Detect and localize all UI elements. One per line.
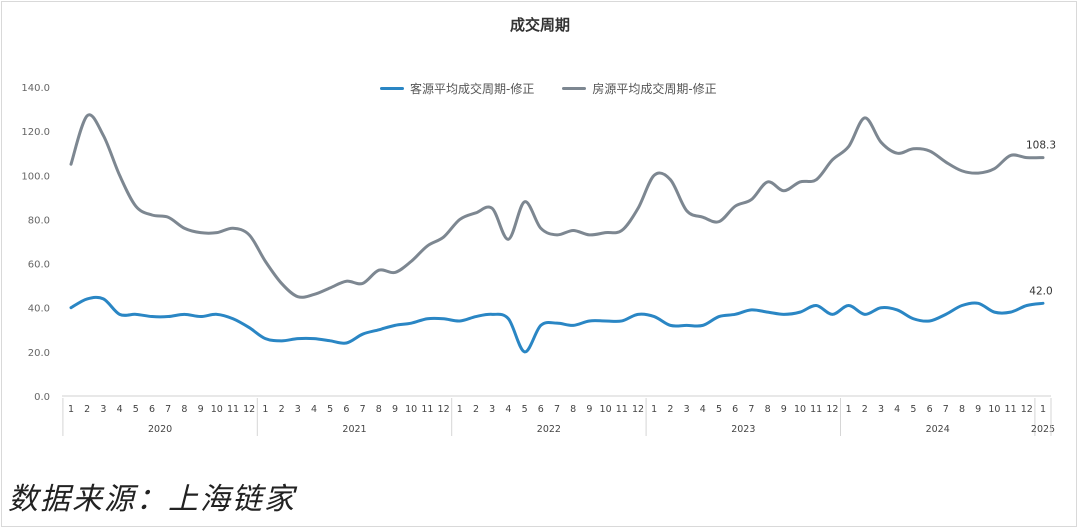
x-tick-label-month: 1 <box>651 404 657 415</box>
y-tick-label: 60.0 <box>28 260 50 271</box>
x-tick-label-month: 5 <box>133 404 139 415</box>
x-tick-label-month: 4 <box>894 404 900 415</box>
x-tick-label-month: 7 <box>748 404 754 415</box>
y-tick-label: 40.0 <box>28 304 50 315</box>
x-tick-label-month: 9 <box>781 404 787 415</box>
x-tick-label-month: 5 <box>522 404 528 415</box>
x-tick-label-month: 1 <box>68 404 74 415</box>
x-tick-label-year: 2021 <box>342 424 366 435</box>
x-tick-label-month: 10 <box>600 404 612 415</box>
legend-label-listing: 房源平均成交周期-修正 <box>592 82 717 96</box>
x-tick-label-month: 2 <box>84 404 90 415</box>
end-value-label: 42.0 <box>1029 285 1052 297</box>
x-tick-label-month: 10 <box>211 404 223 415</box>
end-value-label: 108.3 <box>1026 140 1056 152</box>
x-tick-label-month: 3 <box>295 404 301 415</box>
x-tick-label-month: 9 <box>586 404 592 415</box>
x-tick-label-month: 7 <box>360 404 366 415</box>
series-line-buyer <box>69 295 1045 354</box>
x-tick-label-month: 8 <box>181 404 187 415</box>
x-tick-label-year: 2023 <box>731 424 755 435</box>
x-tick-label-month: 4 <box>700 404 706 415</box>
x-tick-label-month: 10 <box>405 404 417 415</box>
x-tick-label-month: 9 <box>975 404 981 415</box>
x-tick-label-month: 2 <box>473 404 479 415</box>
x-tick-label-month: 3 <box>684 404 690 415</box>
y-tick-label: 140.0 <box>21 83 50 94</box>
x-tick-label-year: 2024 <box>926 424 950 435</box>
y-tick-label: 20.0 <box>28 348 50 359</box>
x-tick-label-month: 3 <box>489 404 495 415</box>
x-tick-label-month: 11 <box>810 404 822 415</box>
x-tick-label-month: 7 <box>554 404 560 415</box>
x-tick-label-month: 6 <box>538 404 544 415</box>
x-tick-label-month: 11 <box>1005 404 1017 415</box>
x-tick-label-month: 12 <box>243 404 255 415</box>
x-tick-label-month: 6 <box>927 404 933 415</box>
x-tick-label-month: 12 <box>438 404 450 415</box>
x-tick-label-year: 2025 <box>1031 424 1055 435</box>
x-tick-label-month: 1 <box>457 404 463 415</box>
x-tick-label-month: 7 <box>165 404 171 415</box>
x-tick-label-month: 2 <box>667 404 673 415</box>
legend-swatch-listing <box>562 87 587 90</box>
x-tick-label-month: 7 <box>943 404 949 415</box>
x-tick-label-month: 5 <box>327 404 333 415</box>
x-tick-label-month: 8 <box>376 404 382 415</box>
chart-legend: 客源平均成交周期-修正 房源平均成交周期-修正 <box>380 80 717 97</box>
legend-item-listing: 房源平均成交周期-修正 <box>562 80 717 97</box>
data-source: 数据来源：上海链家 <box>8 482 296 517</box>
x-tick-label-month: 9 <box>198 404 204 415</box>
x-tick-label-year: 2022 <box>537 424 561 435</box>
x-tick-label-month: 2 <box>862 404 868 415</box>
x-tick-label-month: 10 <box>988 404 1000 415</box>
x-tick-label-month: 1 <box>846 404 852 415</box>
x-tick-label-month: 11 <box>616 404 628 415</box>
x-tick-label-month: 12 <box>826 404 838 415</box>
x-tick-label-month: 11 <box>421 404 433 415</box>
legend-item-buyer: 客源平均成交周期-修正 <box>380 80 534 97</box>
legend-swatch-buyer <box>380 87 404 90</box>
x-tick-label-month: 5 <box>910 404 916 415</box>
x-tick-label-month: 12 <box>1021 404 1033 415</box>
x-tick-label-month: 6 <box>343 404 349 415</box>
x-tick-label-month: 11 <box>227 404 239 415</box>
x-tick-label-month: 8 <box>570 404 576 415</box>
x-tick-label-month: 4 <box>311 404 317 415</box>
chart-title: 成交周期 <box>509 16 570 34</box>
x-tick-label-month: 4 <box>505 404 511 415</box>
x-tick-label-month: 1 <box>1040 404 1046 415</box>
x-tick-label-month: 6 <box>732 404 738 415</box>
x-tick-label-month: 1 <box>262 404 268 415</box>
x-tick-label-month: 2 <box>279 404 285 415</box>
x-tick-label-year: 2020 <box>148 424 172 435</box>
series-line-listing <box>69 113 1045 299</box>
y-tick-label: 0.0 <box>34 392 50 403</box>
x-tick-label-month: 8 <box>959 404 965 415</box>
x-tick-label-month: 8 <box>765 404 771 415</box>
x-tick-label-month: 3 <box>878 404 884 415</box>
y-tick-label: 120.0 <box>21 127 50 138</box>
x-tick-label-month: 3 <box>100 404 106 415</box>
legend-label-buyer: 客源平均成交周期-修正 <box>410 82 535 96</box>
x-tick-label-month: 9 <box>392 404 398 415</box>
y-tick-label: 80.0 <box>28 215 50 226</box>
x-tick-label-month: 6 <box>149 404 155 415</box>
x-tick-label-month: 5 <box>716 404 722 415</box>
x-tick-label-month: 4 <box>117 404 123 415</box>
x-tick-label-month: 10 <box>794 404 806 415</box>
y-tick-label: 100.0 <box>21 171 50 182</box>
x-tick-label-month: 12 <box>632 404 644 415</box>
